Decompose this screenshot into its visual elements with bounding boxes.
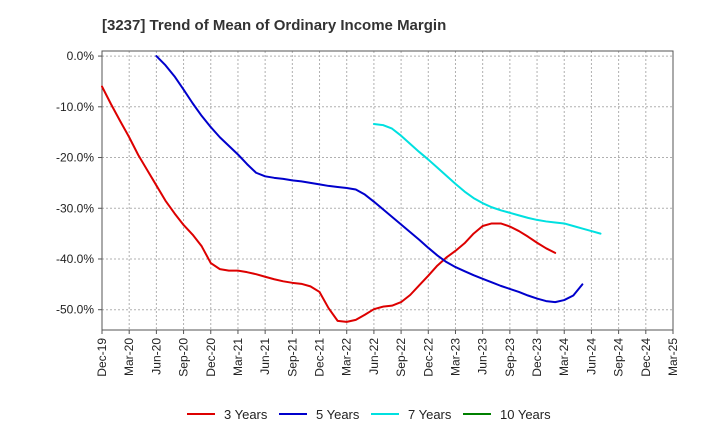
legend-label: 3 Years — [224, 407, 268, 422]
x-tick-label: Mar-24 — [557, 338, 571, 376]
x-tick-label: Dec-21 — [313, 338, 327, 377]
y-tick-label: -50.0% — [56, 303, 94, 317]
chart-title: [3237] Trend of Mean of Ordinary Income … — [102, 17, 446, 34]
x-tick-label: Jun-20 — [149, 338, 163, 375]
legend-label: 7 Years — [408, 407, 452, 422]
x-tick-label: Dec-20 — [204, 338, 218, 377]
x-tick-label: Dec-24 — [639, 338, 653, 377]
grid — [101, 51, 674, 330]
legend-label: 5 Years — [316, 407, 360, 422]
legend-label: 10 Years — [500, 407, 551, 422]
y-tick-label: -30.0% — [56, 201, 94, 215]
x-tick-label: Sep-23 — [503, 338, 517, 377]
x-tick-label: Mar-23 — [448, 338, 462, 376]
series-line-3-years — [101, 85, 557, 323]
y-tick-label: -40.0% — [56, 252, 94, 266]
series-lines — [101, 55, 602, 323]
x-tick-label: Sep-21 — [285, 338, 299, 377]
y-tick-label: -20.0% — [56, 151, 94, 165]
y-axis-ticks: 0.0% -10.0% -20.0% -30.0% -40.0% -50.0% — [56, 49, 102, 317]
legend: 3 Years 5 Years 7 Years 10 Years — [187, 407, 551, 422]
x-tick-label: Dec-19 — [95, 338, 109, 377]
axes — [101, 50, 674, 331]
x-tick-label: Jun-24 — [584, 338, 598, 375]
x-tick-label: Dec-22 — [421, 338, 435, 377]
x-tick-label: Mar-21 — [231, 338, 245, 376]
x-tick-label: Sep-22 — [394, 338, 408, 377]
x-tick-label: Sep-24 — [612, 338, 626, 377]
x-tick-label: Sep-20 — [177, 338, 191, 377]
y-tick-label: 0.0% — [67, 49, 95, 63]
series-line-7-years — [372, 123, 602, 235]
series-line-5-years — [155, 55, 584, 304]
y-tick-label: -10.0% — [56, 100, 94, 114]
x-tick-label: Jun-21 — [258, 338, 272, 375]
x-tick-label: Dec-23 — [530, 338, 544, 377]
x-tick-label: Mar-22 — [340, 338, 354, 376]
plot-frame — [101, 50, 674, 331]
x-axis-ticks: Dec-19 Mar-20 Jun-20 Sep-20 Dec-20 Mar-21 Jun-… — [95, 330, 680, 377]
x-tick-label: Jun-23 — [476, 338, 490, 375]
x-tick-label: Mar-25 — [666, 338, 680, 376]
x-tick-label: Jun-22 — [367, 338, 381, 375]
x-tick-label: Mar-20 — [122, 338, 136, 376]
